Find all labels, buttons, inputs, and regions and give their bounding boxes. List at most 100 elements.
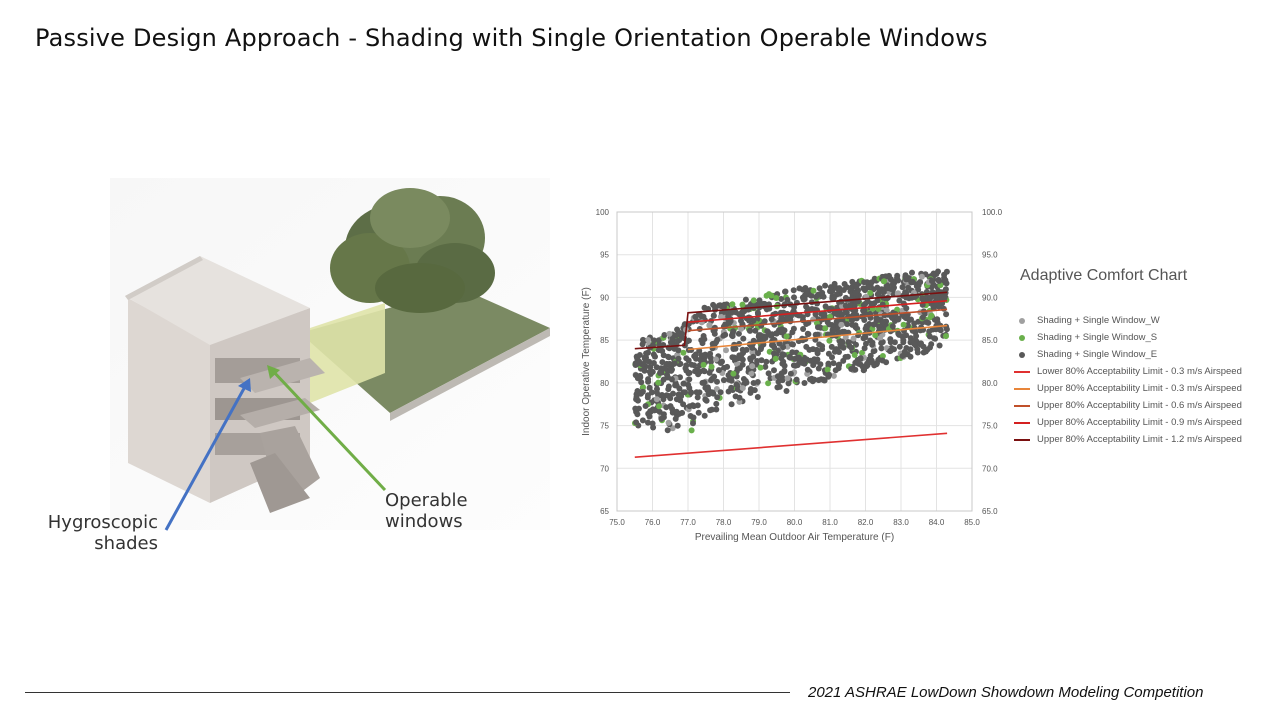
acceptability-limit-line [687, 308, 948, 332]
shades-arrow [164, 382, 249, 531]
y-tick-label-left: 85 [600, 336, 609, 345]
scatter-point [677, 374, 683, 381]
scatter-point [903, 305, 910, 312]
scatter-point [720, 377, 727, 384]
scatter-point [914, 346, 921, 353]
scatter-point [738, 352, 745, 358]
scatter-point [851, 352, 858, 358]
scatter-point [708, 406, 715, 413]
scatter-point [634, 375, 641, 382]
scatter-point [887, 347, 894, 354]
scatter-point [646, 413, 653, 420]
scatter-point [771, 367, 777, 374]
scatter-point [805, 331, 812, 338]
scatter-point [680, 380, 687, 387]
scatter-point [889, 281, 896, 288]
scatter-point [924, 346, 931, 353]
scatter-point [740, 335, 747, 342]
y-tick-label-right: 95.0 [982, 251, 998, 260]
scatter-point [690, 403, 697, 410]
scatter-point [876, 289, 883, 296]
scatter-points [632, 268, 950, 434]
scatter-point [640, 360, 647, 367]
scatter-point [926, 333, 933, 340]
scatter-point [863, 323, 870, 330]
scatter-point [935, 276, 942, 283]
legend-label: Upper 80% Acceptability Limit - 0.3 m/s … [1037, 383, 1242, 394]
scatter-point [721, 303, 727, 310]
scatter-point [874, 284, 881, 291]
scatter-point [675, 355, 682, 362]
scatter-point [656, 403, 662, 410]
scatter-point [793, 376, 800, 383]
scatter-point [872, 332, 879, 339]
scatter-point [758, 357, 765, 364]
legend-item: Shading + Single Window_E [1014, 346, 1242, 363]
scatter-point [852, 290, 859, 297]
scatter-point [783, 333, 790, 340]
scatter-point [943, 311, 950, 318]
scatter-point [874, 316, 881, 323]
scatter-point [730, 370, 737, 377]
scatter-point [749, 363, 756, 370]
scatter-point [634, 360, 641, 367]
scatter-point [680, 349, 687, 356]
scatter-point [780, 344, 787, 351]
y-tick-label-left: 70 [600, 464, 609, 473]
x-tick-label: 81.0 [822, 518, 838, 527]
glazing [310, 303, 385, 403]
windows-label-line1: Operable [385, 490, 468, 511]
scatter-point [699, 379, 706, 386]
scatter-point [750, 380, 757, 386]
scatter-point [787, 370, 794, 377]
scatter-point [757, 332, 764, 339]
scatter-point [771, 344, 778, 351]
scatter-point [807, 376, 813, 383]
scatter-point [655, 337, 662, 344]
scatter-point [693, 355, 699, 362]
scatter-point [635, 397, 641, 404]
scatter-point [930, 270, 937, 277]
x-tick-label: 75.0 [609, 518, 625, 527]
scatter-point [900, 321, 907, 328]
scatter-point [828, 343, 835, 350]
scatter-point [713, 406, 720, 413]
scatter-point [639, 388, 646, 395]
scatter-point [895, 330, 902, 337]
scatter-point [936, 342, 943, 349]
scatter-point [812, 311, 819, 318]
scatter-point [735, 330, 742, 337]
scatter-point [907, 346, 914, 353]
scatter-point [665, 386, 672, 393]
scatter-point [750, 317, 757, 324]
scatter-point [650, 360, 657, 366]
scatter-point [669, 425, 676, 432]
scatter-point [704, 386, 711, 392]
scatter-point [941, 294, 948, 301]
scatter-point [821, 311, 828, 317]
scatter-point [715, 367, 722, 374]
scatter-point [693, 389, 700, 396]
scatter-point [861, 345, 868, 352]
scatter-point [819, 343, 826, 350]
scatter-point [765, 380, 772, 387]
scatter-point [756, 297, 763, 304]
windows-arrow-head [267, 365, 280, 379]
scatter-point [859, 349, 865, 356]
scatter-point [668, 366, 675, 373]
scatter-point [859, 363, 866, 370]
scatter-point [783, 388, 790, 394]
scatter-point [874, 360, 880, 367]
scatter-point [738, 325, 745, 332]
scatter-point [942, 277, 949, 284]
shade-panel-2 [240, 398, 320, 428]
scatter-point [750, 297, 757, 304]
scatter-point [673, 408, 680, 415]
scatter-point [714, 378, 720, 385]
scatter-point [804, 366, 811, 373]
scatter-point [826, 337, 833, 344]
scatter-point [757, 364, 764, 371]
scatter-point [736, 394, 743, 401]
footer-rule [25, 692, 790, 693]
scatter-point [943, 333, 949, 340]
